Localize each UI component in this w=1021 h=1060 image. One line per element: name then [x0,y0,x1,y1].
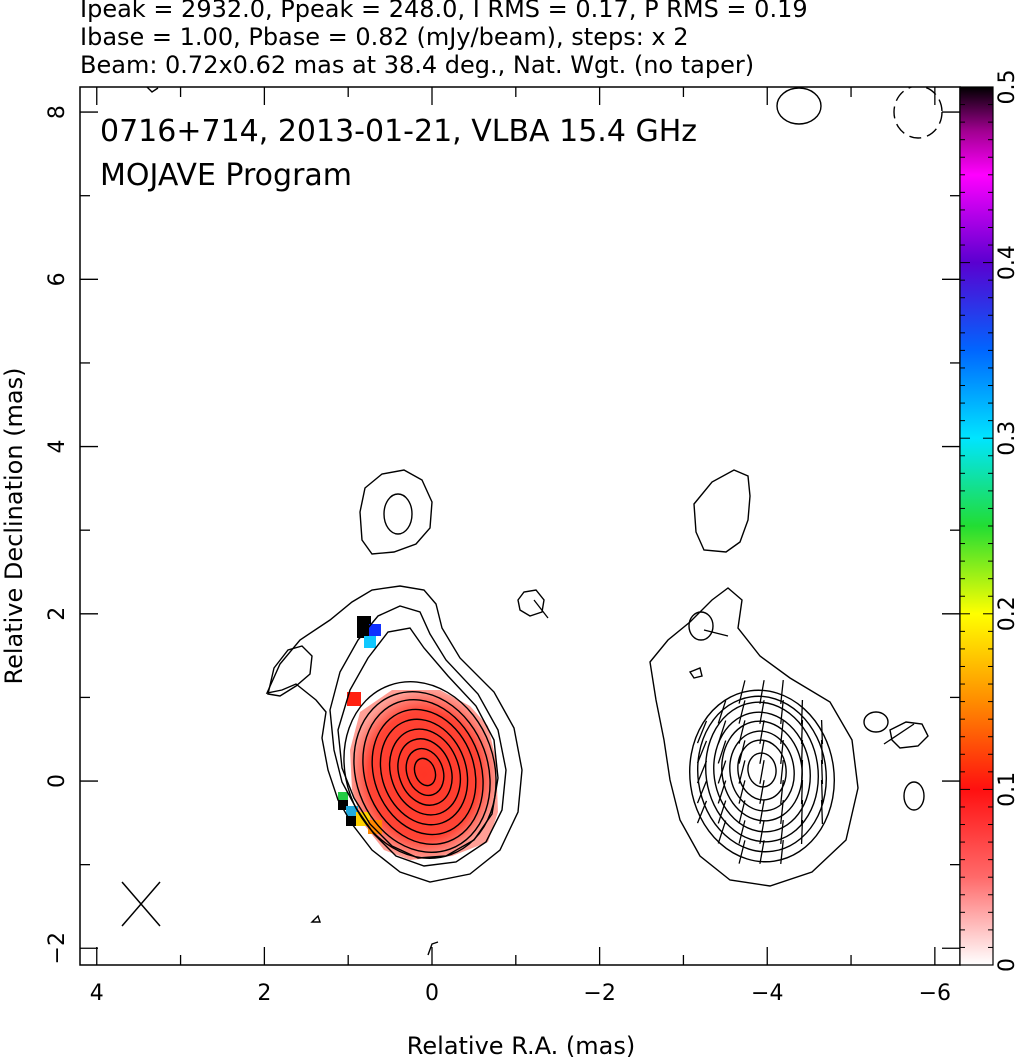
evpa-vector [696,740,708,764]
evpa-vector [696,780,708,804]
evpa-vector [717,820,727,844]
evpa-vector [780,699,784,725]
evpa-vector [800,719,804,745]
evpa-vector [717,760,727,784]
y-tick-label: 8 [45,105,70,119]
colorbar-tick-label: 0.5 [995,70,1020,105]
x-tick-label: −2 [583,981,615,1006]
plot-frame [79,86,961,966]
evpa-vector [696,800,708,824]
chart-subtitle: MOJAVE Program [100,158,352,193]
evpa-vector [780,739,784,765]
evpa-vector [738,820,746,844]
evpa-vectors [696,679,824,865]
evpa-vector [800,779,804,805]
colorbar [959,86,994,966]
header-stats-line2: Ibase = 1.00, Pbase = 0.82 (mJy/beam), s… [80,23,689,51]
x-tick-label: 4 [90,981,104,1006]
evpa-vector [717,720,727,744]
colorbar-tick-label: 0.2 [995,596,1020,631]
evpa-vector [800,819,804,845]
pol-pixel-cyan [364,636,376,648]
evpa-vector [780,779,784,805]
y-tick-label: −2 [45,932,70,964]
evpa-vector [800,799,804,825]
evpa-vector [820,759,824,785]
evpa-vector [780,679,784,705]
x-axis-label: Relative R.A. (mas) [407,1032,635,1060]
evpa-vector [717,700,727,724]
x-tick-label: 2 [257,981,271,1006]
evpa-vector [738,700,746,724]
evpa-vector [759,720,765,744]
colorbar-tick-label: 0.1 [995,772,1020,807]
chart-title: 0716+714, 2013-01-21, VLBA 15.4 GHz [100,114,697,149]
evpa-vector [759,680,765,704]
header-stats-line1: Ipeak = 2932.0, Ppeak = 248.0, I RMS = 0… [80,0,808,23]
axis-ticks [80,87,960,965]
evpa-vector [800,739,804,765]
header-beam-line: Beam: 0.72x0.62 mas at 38.4 deg., Nat. W… [80,51,755,79]
evpa-vector [759,820,765,844]
evpa-vector [738,840,746,864]
pol-pixel-green [338,792,348,802]
evpa-vector [780,759,784,785]
intensity-contours-right [649,87,943,887]
y-tick-label: 4 [45,440,70,454]
y-tick-label: 0 [45,774,70,788]
intensity-contours-left [146,87,545,956]
x-tick-label: −6 [919,981,951,1006]
pol-pixel-black [357,616,371,638]
evpa-vector [780,799,784,825]
pol-pixel-red [347,692,361,706]
pol-pixel-blue [369,624,381,636]
evpa-vector [759,780,765,804]
colorbar-tick-label: 0.4 [995,245,1020,280]
evpa-vector [717,800,727,824]
pol-pixel-black-2 [338,800,348,810]
evpa-vector [800,699,804,725]
evpa-vector [717,780,727,804]
evpa-vector [820,739,824,765]
evpa-vector [820,799,824,825]
polarization-fraction-raster [338,616,498,860]
colorbar-tick-label: 0 [995,958,1020,972]
evpa-vector [800,759,804,785]
evpa-vector [738,720,746,744]
y-tick-label: 6 [45,272,70,286]
beam-marker [121,881,161,927]
evpa-vector [738,780,746,804]
evpa-vector [696,760,708,784]
x-tick-labels: 4 2 0 −2 −4 −6 [90,981,951,1006]
evpa-vector [738,760,746,784]
evpa-vector [759,760,765,784]
evpa-vector [820,719,824,745]
evpa-vector [759,800,765,824]
y-tick-labels: −2 0 2 4 6 8 [45,105,70,964]
polarization-core-region [350,690,498,860]
evpa-vector [738,800,746,824]
colorbar-tick-label: 0.3 [995,421,1020,456]
x-tick-label: −4 [751,981,783,1006]
evpa-vector [780,719,784,745]
evpa-vector [759,700,765,724]
evpa-vector [759,740,765,764]
y-axis-label: Relative Declination (mas) [0,367,28,684]
evpa-vector [780,819,784,845]
evpa-vector [780,839,784,865]
evpa-vector [759,840,765,864]
evpa-vector [717,740,727,764]
pol-pixel-blue-2 [346,806,358,818]
colorbar-ticks: 0 0.1 0.2 0.3 0.4 0.5 [960,70,1020,972]
evpa-vectors-outer [533,599,915,745]
evpa-vector [738,740,746,764]
y-tick-label: 2 [45,607,70,621]
evpa-vector [820,779,824,805]
x-tick-label: 0 [425,981,439,1006]
evpa-vector [738,680,746,704]
evpa-vector [696,720,708,744]
